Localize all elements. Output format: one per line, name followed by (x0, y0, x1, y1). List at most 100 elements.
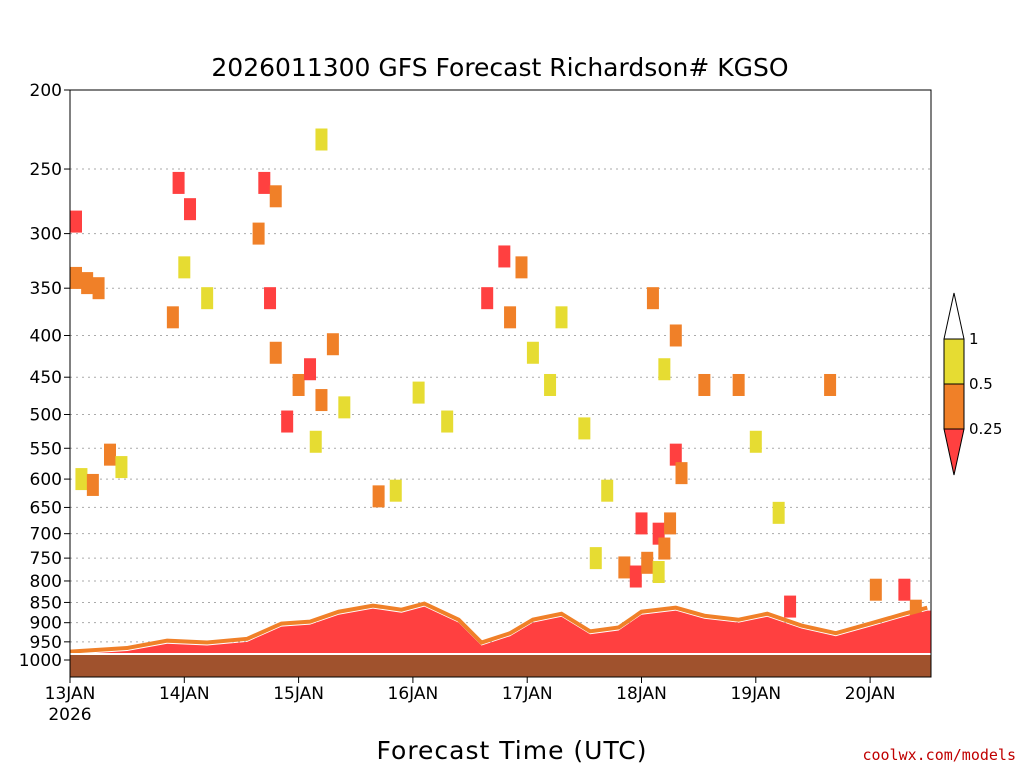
pbl-fringe (69, 601, 928, 654)
ri-cell-32 (481, 287, 494, 310)
ri-cell-30 (498, 245, 511, 268)
ri-cell-21 (315, 389, 328, 412)
source-credit: coolwx.com/models (862, 746, 1016, 764)
ri-cell-53 (698, 373, 711, 396)
ri-cell-58 (784, 595, 797, 618)
y-tick-label-550: 550 (30, 439, 62, 459)
y-tick-label-650: 650 (30, 498, 62, 518)
ri-cell-16 (264, 287, 277, 310)
pbl-band (70, 606, 931, 660)
ri-cell-47 (675, 462, 688, 485)
ri-cell-13 (258, 171, 271, 194)
ri-cell-29 (441, 410, 454, 433)
plot-frame (69, 89, 932, 678)
ri-cell-59 (869, 578, 882, 601)
y-tick-label-850: 850 (30, 593, 62, 613)
ri-cell-54 (732, 373, 745, 396)
y-tick-label-750: 750 (30, 549, 62, 569)
ri-cell-60 (898, 578, 911, 601)
ri-cell-18 (281, 410, 294, 433)
ri-cell-42 (641, 551, 654, 574)
y-tick-label-900: 900 (30, 614, 62, 634)
x-axis: 13JAN 14JAN 15JAN 16JAN 17JAN 18JAN 19JAN 20JAN (45, 677, 896, 704)
y-tick-label-600: 600 (30, 470, 62, 490)
ri-cell-31 (515, 256, 528, 279)
ri-cell-35 (544, 373, 557, 396)
ri-cell-2 (92, 277, 105, 300)
boundary-layer-band (69, 601, 931, 660)
ri-cell-27 (389, 479, 402, 502)
ri-cell-44 (646, 287, 659, 310)
colorbar-top-triangle (943, 292, 965, 340)
ri-cell-17 (269, 341, 282, 364)
x-tick-label-14JAN: 14JAN (159, 684, 210, 704)
ri-cell-15 (252, 222, 265, 245)
x-axis-label: Forecast Time (UTC) (377, 736, 648, 765)
x-axis-year: 2026 (48, 705, 91, 725)
ri-cell-6 (104, 443, 117, 466)
ground-fill (70, 655, 931, 677)
colorbar-tick-0-25: 0.25 (969, 420, 1002, 438)
ri-cell-34 (526, 341, 539, 364)
ri-cell-3 (70, 210, 82, 233)
x-tick-label-19JAN: 19JAN (730, 684, 781, 704)
colorbar-tick-0-5: 0.5 (969, 375, 993, 393)
ri-cell-39 (589, 547, 602, 570)
y-tick-label-1000: 1000 (19, 651, 62, 671)
y-tick-label-800: 800 (30, 572, 62, 592)
ri-cell-19 (292, 373, 305, 396)
ri-cell-8 (172, 171, 185, 194)
ri-cell-20 (304, 358, 317, 381)
colorbar-yellow (943, 338, 965, 385)
y-tick-label-350: 350 (30, 279, 62, 299)
ri-cell-12 (201, 287, 214, 310)
ri-cell-57 (772, 501, 785, 524)
chart-title: 2026011300 GFS Forecast Richardson# KGSO (211, 53, 788, 82)
y-tick-label-250: 250 (30, 160, 62, 180)
ri-cell-33 (504, 306, 517, 329)
ri-cell-28 (412, 381, 425, 404)
ri-cell-4 (75, 468, 88, 491)
x-tick-label-20JAN: 20JAN (845, 684, 896, 704)
ri-cell-43 (652, 561, 665, 584)
ri-cell-56 (749, 430, 762, 453)
ri-cell-22 (309, 430, 322, 453)
colorbar-bottom-triangle (943, 428, 965, 476)
colorbar-orange (943, 383, 965, 430)
ri-cell-23 (326, 333, 339, 356)
ri-cell-51 (664, 512, 677, 535)
y-tick-label-500: 500 (30, 406, 62, 426)
ri-cell-48 (635, 512, 648, 535)
ri-cell-7 (115, 456, 128, 479)
x-tick-label-15JAN: 15JAN (273, 684, 324, 704)
plot-background (70, 90, 931, 677)
ri-cell-25 (315, 128, 328, 151)
ri-cell-37 (578, 417, 591, 440)
ri-cell-40 (618, 556, 631, 579)
ri-cell-36 (555, 306, 568, 329)
ri-cell-55 (824, 373, 837, 396)
x-tick-label-17JAN: 17JAN (502, 684, 553, 704)
x-tick-label-16JAN: 16JAN (388, 684, 439, 704)
ri-cell-14 (269, 185, 282, 208)
colorbar: 1 0.5 0.25 (943, 292, 1002, 476)
ri-cell-45 (658, 358, 671, 381)
y-tick-label-300: 300 (30, 225, 62, 245)
x-tick-label-18JAN: 18JAN (616, 684, 667, 704)
ri-cell-10 (178, 256, 191, 279)
ri-cell-0 (70, 266, 82, 289)
ri-cell-52 (669, 324, 682, 347)
ri-cell-50 (658, 537, 671, 560)
colorbar-tick-1: 1 (969, 330, 979, 348)
ri-cell-38 (601, 479, 614, 502)
ri-cell-1 (81, 272, 94, 295)
y-tick-label-450: 450 (30, 368, 62, 388)
ri-cell-26 (372, 485, 385, 508)
y-tick-label-400: 400 (30, 326, 62, 346)
ri-cell-5 (86, 473, 99, 496)
ri-cell-9 (184, 198, 197, 221)
ri-cell-11 (166, 306, 179, 329)
y-axis: 200 250 300 350 400 450 500 550 600 650 700 750 8008… (19, 81, 70, 671)
ri-cell-41 (629, 565, 642, 588)
